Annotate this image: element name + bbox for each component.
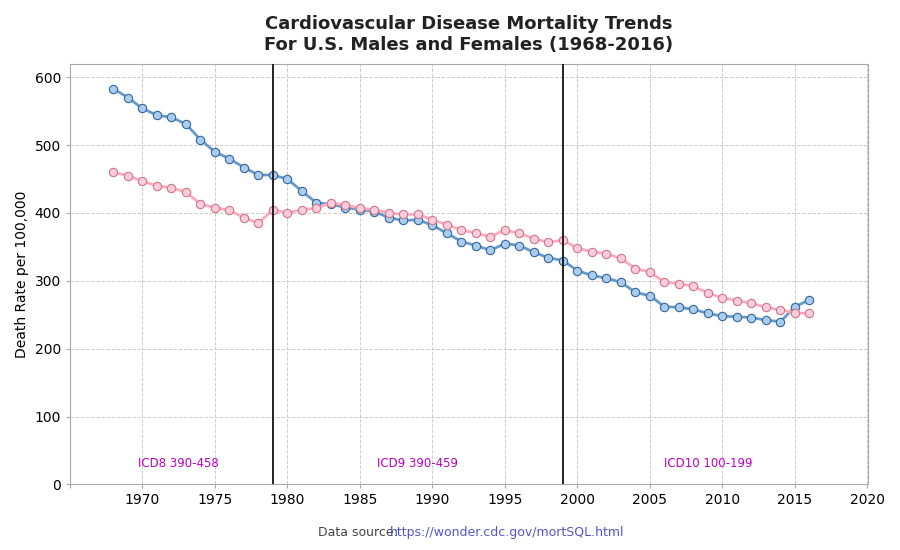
Title: Cardiovascular Disease Mortality Trends
For U.S. Males and Females (1968-2016): Cardiovascular Disease Mortality Trends … xyxy=(265,15,673,54)
Text: ICD9 390-459: ICD9 390-459 xyxy=(377,456,458,470)
Y-axis label: Death Rate per 100,000: Death Rate per 100,000 xyxy=(15,190,29,358)
Text: Data source:: Data source: xyxy=(318,526,402,539)
Text: https://wonder.cdc.gov/mortSQL.html: https://wonder.cdc.gov/mortSQL.html xyxy=(390,526,624,539)
Text: ICD10 100-199: ICD10 100-199 xyxy=(663,456,752,470)
Text: ICD8 390-458: ICD8 390-458 xyxy=(139,456,219,470)
